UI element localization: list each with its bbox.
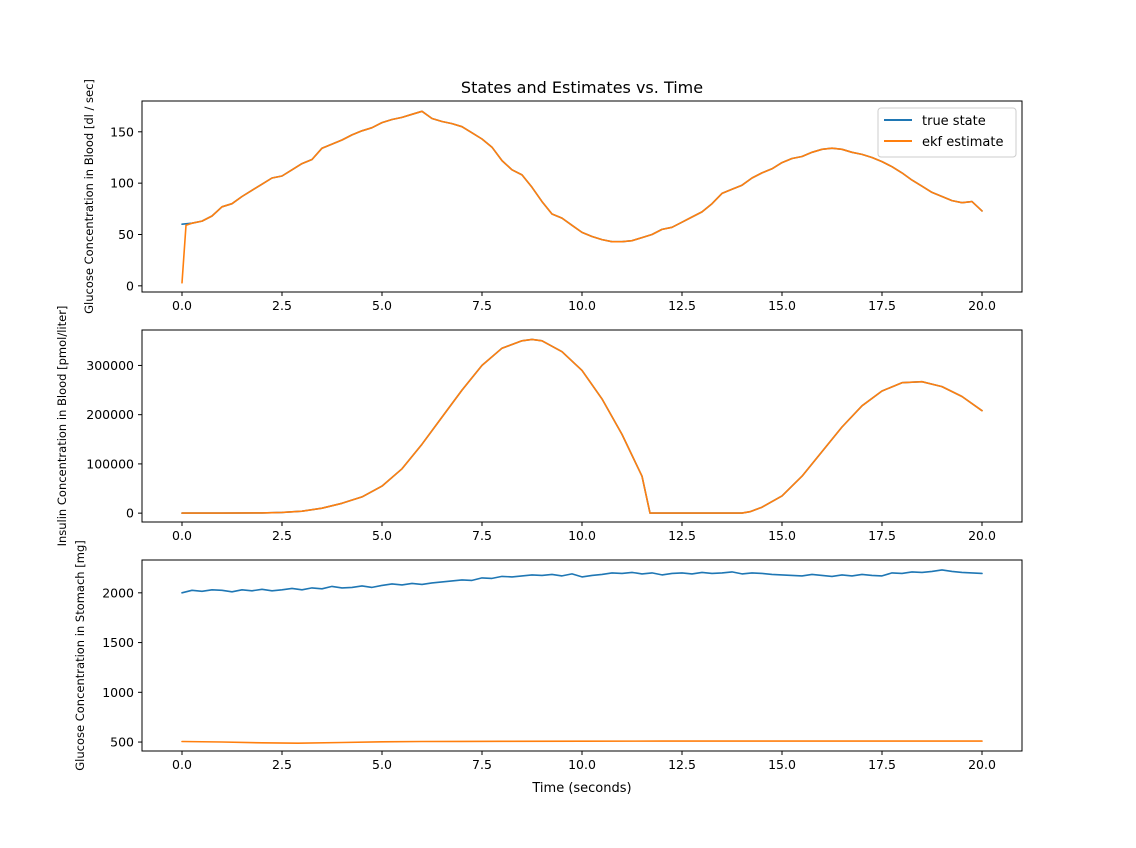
x-tick-label: 7.5 (472, 757, 492, 772)
y-tick-label: 1000 (102, 685, 134, 700)
y-tick-label: 0 (126, 278, 134, 293)
series-line-ekf-estimate (181, 110, 983, 284)
y-tick-label: 1500 (102, 635, 134, 650)
y-axis-label: Insulin Concentration in Blood [pmol/lit… (55, 306, 69, 547)
x-tick-label: 20.0 (968, 757, 996, 772)
x-tick-label: 17.5 (868, 298, 896, 313)
y-tick-label: 100 (110, 176, 134, 191)
legend-label-true-state: true state (922, 114, 986, 129)
x-tick-label: 5.0 (372, 757, 392, 772)
x-tick-label: 20.0 (968, 528, 996, 543)
x-tick-label: 17.5 (868, 528, 896, 543)
x-tick-label: 12.5 (668, 528, 696, 543)
figure-xlabel: Time (seconds) (531, 781, 631, 796)
axes-frame (141, 329, 1023, 523)
subplot-1: 0.0 2.5 5.0 7.5 10.0 12.5 15.0 17.5 20.0 0 50 100 15… (82, 79, 1023, 314)
x-tick-label: 5.0 (372, 298, 392, 313)
axes-frame (141, 559, 1023, 752)
x-tick-label: 20.0 (968, 298, 996, 313)
x-tick-label: 5.0 (372, 528, 392, 543)
y-axis-label: Glucose Concentration in Stomach [mg] (73, 540, 87, 770)
y-tick-label: 2000 (102, 585, 134, 600)
x-tick-label: 2.5 (272, 528, 292, 543)
x-tick-label: 2.5 (272, 757, 292, 772)
legend-label-ekf-estimate: ekf estimate (922, 135, 1003, 150)
x-tick-label: 0.0 (172, 298, 192, 313)
y-tick-label: 100000 (86, 456, 134, 471)
y-tick-label: 200000 (86, 407, 134, 422)
y-tick-label: 300000 (86, 358, 134, 373)
x-tick-label: 12.5 (668, 757, 696, 772)
x-tick-label: 12.5 (668, 298, 696, 313)
y-tick-label: 50 (118, 227, 134, 242)
series-line-ekf-estimate (181, 740, 983, 745)
x-tick-label: 0.0 (172, 528, 192, 543)
x-tick-label: 10.0 (568, 298, 596, 313)
series-line-true-state (181, 569, 983, 594)
x-tick-label: 15.0 (768, 757, 796, 772)
legend-box (877, 107, 1017, 158)
x-tick-label: 15.0 (768, 528, 796, 543)
subplot-3: 0.0 2.5 5.0 7.5 10.0 12.5 15.0 17.5 20.0 500 1000 1… (73, 540, 1023, 772)
y-axis-label: Glucose Concentration in Blood [dl / sec… (82, 79, 96, 314)
subplots: 0.0 2.5 5.0 7.5 10.0 12.5 15.0 17.5 20.0 0 50 100 15… (55, 79, 1023, 772)
series-line-ekf-estimate (181, 338, 983, 514)
subplot-2: 0.0 2.5 5.0 7.5 10.0 12.5 15.0 17.5 20.0 0 100000 2… (55, 306, 1023, 547)
series-line-true-state (181, 110, 983, 243)
x-tick-label: 0.0 (172, 757, 192, 772)
x-tick-label: 7.5 (472, 298, 492, 313)
y-tick-label: 150 (110, 124, 134, 139)
series-line-true-state (181, 338, 983, 514)
y-tick-label: 0 (126, 506, 134, 521)
x-tick-label: 7.5 (472, 528, 492, 543)
y-tick-label: 500 (110, 735, 134, 750)
x-tick-label: 15.0 (768, 298, 796, 313)
x-tick-label: 10.0 (568, 528, 596, 543)
x-tick-label: 2.5 (272, 298, 292, 313)
figure-title: States and Estimates vs. Time (461, 78, 703, 97)
legend: true state ekf estimate (877, 107, 1017, 158)
x-tick-label: 10.0 (568, 757, 596, 772)
x-tick-label: 17.5 (868, 757, 896, 772)
